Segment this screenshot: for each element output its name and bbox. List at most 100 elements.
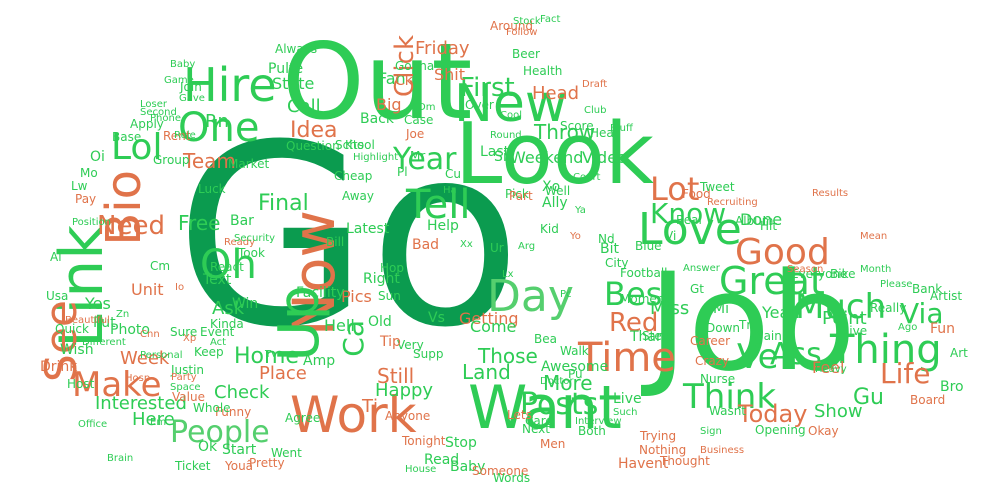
word-first: First (460, 73, 515, 103)
word-pc: Pc (560, 289, 572, 300)
word-hop: Hop (380, 261, 404, 275)
word-live: Live (613, 391, 642, 407)
word-one: One (178, 105, 260, 151)
word-pics: Pics (341, 287, 372, 306)
word-good: Good (735, 232, 830, 273)
word-big: Big (376, 95, 402, 114)
word-rn: Rn (205, 111, 229, 132)
word-call: Call (287, 96, 321, 117)
word-bit: Bit (600, 241, 619, 257)
word-everyone: Everyone (791, 267, 848, 281)
word-house: House (405, 464, 437, 475)
word-make: Make (72, 365, 162, 405)
word-help: Help (427, 218, 459, 234)
word-quick: Quick (55, 322, 89, 336)
word-cnn: Cnn (140, 329, 160, 340)
word-down: Down (706, 321, 741, 335)
word-interview: Interview (575, 416, 622, 427)
word-words: Words (493, 471, 531, 485)
word-right: Right (363, 271, 400, 287)
word-lx: Lx (502, 269, 514, 280)
word-tn: Tn (739, 318, 754, 332)
word-those: Those (478, 344, 538, 368)
word-nd: Nd (598, 232, 615, 246)
word-tv: Tv (265, 349, 278, 360)
word-best: Best (604, 275, 675, 313)
word-highlight: Highlight (353, 152, 399, 163)
word-game: Game (164, 75, 194, 86)
word-feel: Feel (812, 358, 845, 377)
word-very: Very (397, 338, 424, 352)
word-step: Step (642, 329, 670, 343)
word-hire: Hire (183, 58, 277, 112)
word-value: Value (172, 390, 205, 404)
word-gt: Gt (690, 282, 705, 296)
word-stock: Stock (513, 16, 541, 27)
word-rent: Rent (163, 129, 191, 143)
word-mi: Mi (713, 301, 729, 317)
word-luck: Luck (198, 182, 226, 196)
word-hell: Hell (324, 316, 355, 335)
word-bea: Bea (534, 332, 557, 346)
word-friday: Friday (415, 38, 470, 59)
word-away: Away (342, 189, 374, 203)
word-vs: Vs (428, 310, 445, 326)
word-ass: Ass (770, 337, 822, 372)
word-rule: Rule (174, 130, 196, 141)
word-men: Men (540, 437, 566, 451)
word-xx: Xx (460, 239, 473, 250)
word-gu: Gu (853, 385, 884, 410)
word-thought: Thought (660, 454, 710, 468)
word-okay: Okay (808, 424, 839, 438)
word-ya: Ya (575, 205, 586, 216)
word-home: Home (234, 344, 299, 369)
word-land: Land (462, 360, 511, 384)
word-football: Football (620, 266, 668, 280)
word-video: Video (582, 148, 627, 167)
word-tj: Tj (362, 396, 378, 417)
word-stop: Stop (445, 435, 477, 451)
word-nurse: Nurse (700, 372, 736, 386)
word-tip: Tip (380, 334, 401, 350)
word-throw: Throw (534, 120, 596, 144)
word-via: Via (900, 297, 944, 330)
word-plain: Plain (753, 329, 782, 343)
word-point: Point (822, 308, 867, 329)
word-around: Around (490, 19, 534, 33)
word-here: Here (132, 409, 175, 430)
word-doctor: Doctor (540, 376, 574, 387)
word-unit: Unit (131, 280, 164, 299)
word-moment: Moment (620, 292, 670, 306)
word-board: Board (910, 393, 946, 407)
word-idea: Idea (290, 118, 338, 143)
word-gonna: Gonna (395, 59, 435, 73)
word-ticket: Ticket (175, 459, 211, 473)
word-season: Season (787, 264, 824, 275)
word-office: Office (78, 419, 108, 430)
word-album: Album (735, 214, 774, 228)
word-cm: Cm (150, 259, 171, 273)
word-club: Club (584, 105, 607, 116)
word-weekend: Weekend (510, 148, 584, 167)
word-need: Need (97, 211, 165, 241)
word-pu: Pu (568, 367, 583, 381)
word-brain: Brain (107, 453, 134, 464)
word-much: Much (795, 287, 887, 327)
word-pretty: Pretty (249, 456, 285, 470)
word-pulte: Pulte (268, 61, 304, 77)
word-ha: Ha (443, 185, 457, 196)
word-yes: Yes (85, 294, 111, 313)
word-please: Please (880, 279, 913, 290)
word-nothing: Nothing (639, 443, 687, 457)
word-oh: Oh (200, 242, 257, 288)
word-both: Both (578, 424, 606, 438)
word-come: Come (470, 317, 517, 336)
word-trying: Trying (640, 429, 677, 443)
word-havent: Havent (618, 456, 669, 472)
word-job: Job (648, 244, 857, 401)
word-ve: Ve (737, 337, 779, 377)
word-read: Read (424, 452, 460, 468)
word-usa: Usa (46, 289, 69, 303)
